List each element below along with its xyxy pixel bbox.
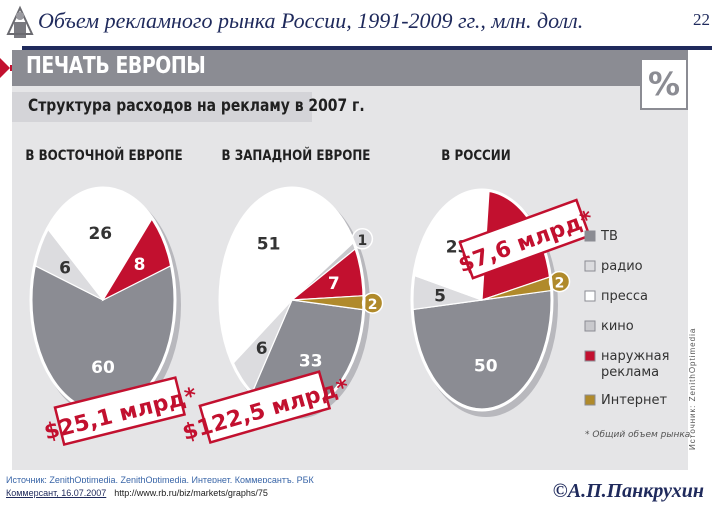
logo-icon (6, 5, 34, 38)
pie-title: В РОССИИ (441, 148, 510, 164)
pie-total-frame (53, 376, 187, 446)
footer-link[interactable]: Коммерсант, 16.07.2007 (6, 488, 107, 498)
legend-swatch-outdoor (584, 350, 596, 362)
legend-swatch-press (584, 290, 596, 302)
pie-title: В ВОСТОЧНОЙ ЕВРОПЕ (25, 147, 182, 164)
page-number: 22 (693, 10, 710, 29)
legend-note: * Общий объем рынка. (585, 430, 693, 440)
panel-header: ПЕЧАТЬ ЕВРОПЫ (26, 53, 206, 79)
title-underline (22, 46, 712, 50)
chart-subtitle: Структура расходов на рекламу в 2007 г. (28, 96, 365, 116)
slice-label-cinema: 1 (358, 233, 368, 249)
panel-header-bar (12, 50, 688, 86)
legend-label-tv: ТВ (600, 229, 618, 244)
slice-label-press: 26 (88, 224, 112, 244)
pie-outline (410, 188, 554, 412)
slice-label-tv: 33 (299, 352, 323, 372)
legend-label-outdoor: наружная (601, 349, 669, 364)
legend-label-cinema: кино (601, 319, 634, 334)
slice-label-outdoor: 8 (134, 255, 146, 275)
legend-label-internet: Интернет (601, 393, 668, 408)
slice-label-radio: 6 (256, 339, 268, 359)
slice-label-outdoor: 7 (328, 274, 340, 294)
legend-swatch-radio (584, 260, 596, 272)
footer-source: Источник: ZenithOptimedia, ZenithOptimed… (6, 475, 314, 483)
side-marker (0, 58, 10, 78)
pie-total-frame (198, 370, 332, 444)
legend-swatch-internet (584, 394, 596, 406)
slice-marker-internet (548, 270, 571, 293)
subtitle-strip (12, 92, 312, 122)
slice-label-internet: 2 (368, 297, 378, 313)
pie-title: В ЗАПАДНОЙ ЕВРОПЕ (222, 147, 371, 164)
copyright: ©А.П.Панкрухин (552, 480, 704, 502)
slice-label-tv: 50 (474, 357, 498, 377)
slice-label-radio: 6 (59, 259, 71, 279)
slide-title: Объем рекламного рынка России, 1991-2009… (38, 8, 584, 33)
legend-swatch-cinema (584, 320, 596, 332)
slice-label-internet: 2 (555, 276, 565, 292)
slice-label-press: 51 (257, 235, 281, 255)
slice-label-tv: 60 (91, 358, 115, 378)
legend-label-radio: радио (601, 259, 643, 274)
legend-swatch-tv (584, 230, 596, 242)
footer-source-line: Коммерсант, 16.07.2007 http://www.rb.ru/b… (6, 488, 268, 498)
percent-icon: % (640, 58, 688, 110)
slice-label-radio: 5 (434, 286, 446, 306)
legend-label-outdoor: реклама (601, 365, 659, 380)
legend-label-press: пресса (601, 289, 648, 304)
footer-url[interactable]: http://www.rb.ru/biz/markets/graphs/75 (114, 488, 268, 498)
pie-total-frame (458, 198, 592, 280)
